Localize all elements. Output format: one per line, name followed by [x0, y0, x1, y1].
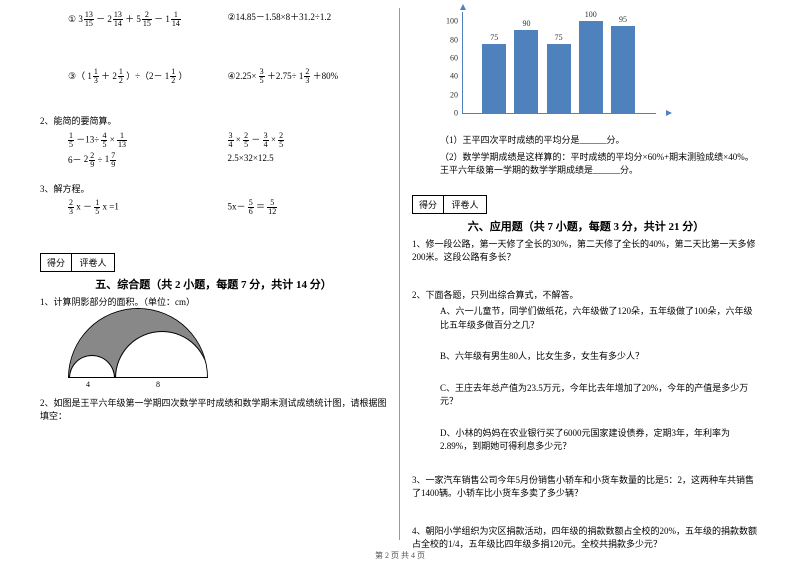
page: ① 31315 － 21314 ＋ 5215 － 1114 ②14.85－1.5…: [0, 0, 800, 540]
arc-label-8: 8: [156, 380, 160, 389]
page-footer: 第 2 页 共 4 页: [0, 550, 800, 561]
simplify-row-2: 6－ 229 ÷ 179 2.5×32×12.5: [40, 152, 387, 169]
bar: [514, 30, 538, 113]
eq-1b: ②14.85－1.58×8＋31.2÷1.2: [228, 11, 388, 28]
grader-label: 评卷人: [444, 196, 486, 213]
y-tick-label: 60: [436, 53, 458, 62]
q6-2: 2、下面各题，只列出综合算式，不解答。: [412, 289, 760, 303]
bar: [611, 26, 635, 113]
q5-2: 2、如图是王平六年级第一学期四次数学平时成绩和数学期末测试成绩统计图，请根据图填…: [40, 397, 387, 424]
q6-2c: C、王庄去年总产值为23.5万元，今年比去年增加了20%，今年的产值是多少万元？: [412, 382, 760, 409]
q6-2d: D、小林的妈妈在农业银行买了6000元国家建设债券，定期3年，年利率为2.89%…: [412, 427, 760, 454]
q6-1: 1、修一段公路，第一天修了全长的30%，第二天修了全长的40%，第二天比第一天多…: [412, 238, 760, 265]
y-tick-label: 100: [436, 17, 458, 26]
solve-row: 23 x － 15 x =1 5x－ 56 ＝ 512: [40, 199, 387, 216]
bar: [579, 21, 603, 113]
chart-q2: （2）数学学期成绩是这样算的：平时成绩的平均分×60%+期末测验成绩×40%。王…: [412, 151, 760, 178]
y-tick-label: 0: [436, 109, 458, 118]
eq-2b: ④2.25× 35 ＋2.75÷ 123 ＋80%: [228, 68, 388, 85]
chart-q1: （1）王平四次平时成绩的平均分是______分。: [412, 134, 760, 148]
bar-value-label: 95: [619, 15, 627, 24]
arc-label-4: 4: [86, 380, 90, 389]
section-6-title: 六、应用题（共 7 小题，每题 3 分，共计 21 分）: [412, 218, 760, 234]
x-arrow-icon: [666, 110, 672, 116]
bar: [482, 44, 506, 113]
eq-2a: ③（ 113 ＋ 212 ）÷（2－ 112 ）: [68, 68, 228, 85]
q6-3: 3、一家汽车销售公司今年5月份销售小轿车和小货车数量的比是5：2，这两种车共销售…: [412, 474, 760, 501]
q5-1: 1、计算阴影部分的面积。（单位：cm）: [40, 296, 387, 310]
right-column: 75 90 75 100 95 0 20 40 60 80 100 （1）王平四次平时成绩的平均分…: [400, 8, 772, 540]
grader-label: 评卷人: [72, 254, 114, 271]
arc-figure: 4 8: [68, 316, 208, 378]
bar-value-label: 75: [490, 33, 498, 42]
bar: [547, 44, 571, 113]
left-column: ① 31315 － 21314 ＋ 5215 － 1114 ②14.85－1.5…: [28, 8, 400, 540]
equation-row-2: ③（ 113 ＋ 212 ）÷（2－ 112 ） ④2.25× 35 ＋2.75…: [40, 68, 387, 85]
y-tick-label: 20: [436, 90, 458, 99]
simplify-row-1: 15 －13÷ 45 × 113 34 × 25 － 34 × 25: [40, 132, 387, 149]
score-box-5: 得分 评卷人: [40, 253, 115, 272]
q2-title: 2、能简的要简算。: [40, 115, 387, 129]
bar-value-label: 100: [585, 10, 597, 19]
q6-2a: A、六一儿童节，同学们做纸花，六年级做了120朵，五年级做了100朵，六年级比五…: [412, 305, 760, 332]
q6-4: 4、朝阳小学组织为灾区捐款活动，四年级的捐款数额占全校的20%，五年级的捐款数额…: [412, 525, 760, 552]
y-arrow-icon: [460, 4, 466, 10]
score-label: 得分: [41, 254, 72, 271]
bar-value-label: 75: [555, 33, 563, 42]
score-box-6: 得分 评卷人: [412, 195, 487, 214]
score-label: 得分: [413, 196, 444, 213]
eq-label: ①: [68, 14, 76, 24]
q3-title: 3、解方程。: [40, 183, 387, 197]
section-5-title: 五、综合题（共 2 小题，每题 7 分，共计 14 分）: [40, 276, 387, 292]
bar-value-label: 90: [522, 19, 530, 28]
eq-r2b: 2.5×32×12.5: [228, 152, 388, 169]
q6-2b: B、六年级有男生80人，比女生多，女生有多少人？: [412, 350, 760, 364]
bar-chart: 75 90 75 100 95 0 20 40 60 80 100: [436, 8, 666, 128]
equation-row-1: ① 31315 － 21314 ＋ 5215 － 1114 ②14.85－1.5…: [40, 11, 387, 28]
y-tick-label: 40: [436, 72, 458, 81]
eq-1a: ① 31315 － 21314 ＋ 5215 － 1114: [68, 11, 228, 28]
y-tick-label: 80: [436, 35, 458, 44]
